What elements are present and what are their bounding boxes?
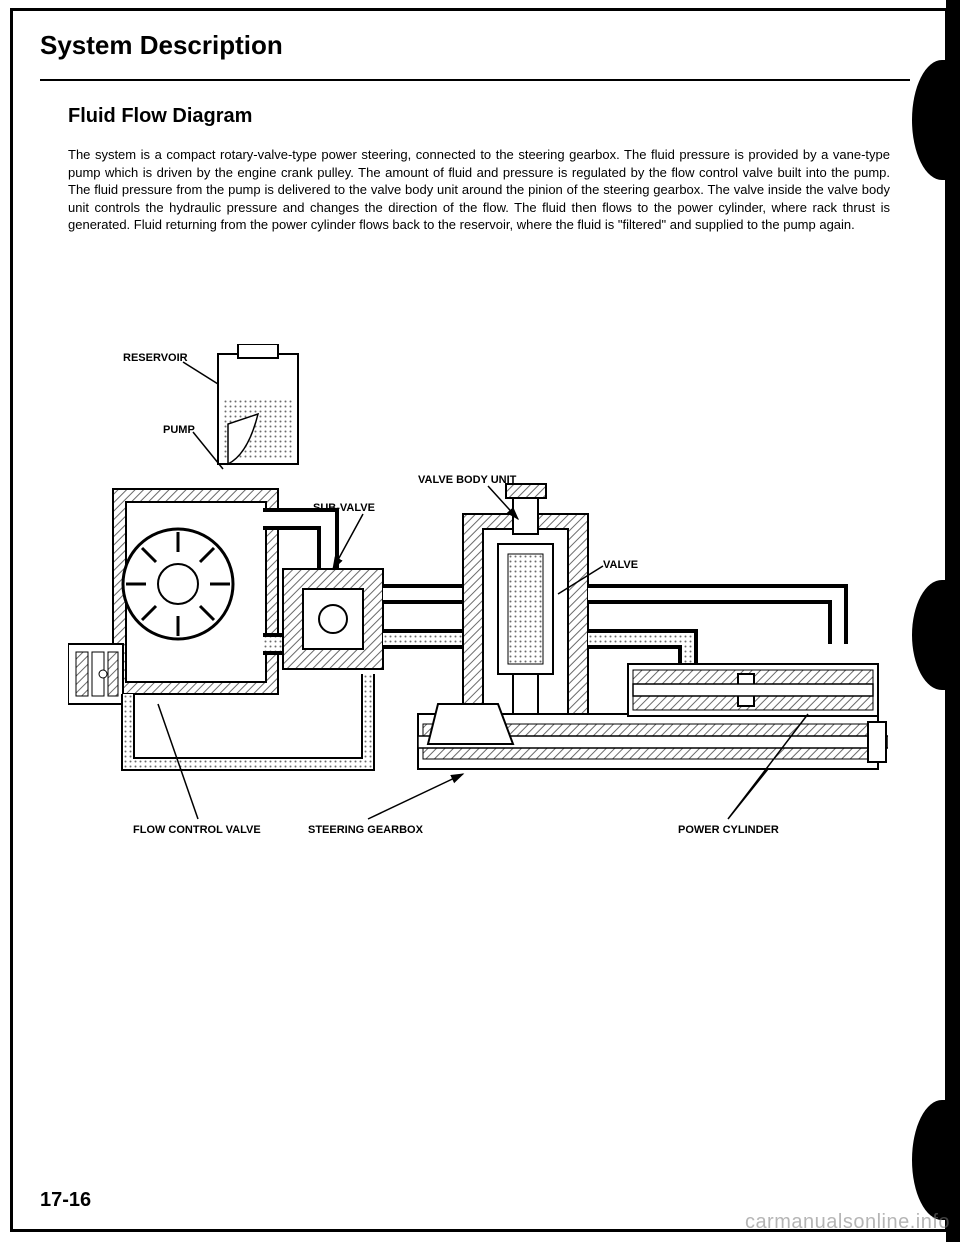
binding-tab xyxy=(912,580,960,690)
fluid-flow-diagram: RESERVOIR PUMP VALVE BODY UNIT SUB-VALVE… xyxy=(68,344,888,864)
binding-tab xyxy=(912,60,960,180)
title-rule xyxy=(40,79,910,81)
section-title: System Description xyxy=(40,30,910,61)
diagram-svg xyxy=(68,344,888,864)
label-pump: PUMP xyxy=(163,424,195,436)
hose-subvalve-to-valvebody xyxy=(383,594,468,639)
label-steering-gearbox: STEERING GEARBOX xyxy=(308,824,423,836)
label-valve-body-unit: VALVE BODY UNIT xyxy=(418,474,516,486)
watermark: carmanualsonline.info xyxy=(745,1211,950,1234)
page-number: 17-16 xyxy=(40,1189,91,1212)
label-flow-control-valve: FLOW CONTROL VALVE xyxy=(133,824,261,836)
sub-valve-shape xyxy=(283,569,383,669)
reservoir-shape xyxy=(218,344,298,464)
binding-tab xyxy=(912,1100,960,1220)
body-paragraph: The system is a compact rotary-valve-typ… xyxy=(68,146,890,234)
label-valve: VALVE xyxy=(603,559,638,571)
subsection-title: Fluid Flow Diagram xyxy=(68,105,910,128)
hose-valvebody-to-cylinder xyxy=(588,594,838,664)
label-power-cylinder: POWER CYLINDER xyxy=(678,824,779,836)
page-content: System Description Fluid Flow Diagram Th… xyxy=(40,30,910,1190)
label-sub-valve: SUB-VALVE xyxy=(313,502,375,514)
label-reservoir: RESERVOIR xyxy=(123,352,188,364)
